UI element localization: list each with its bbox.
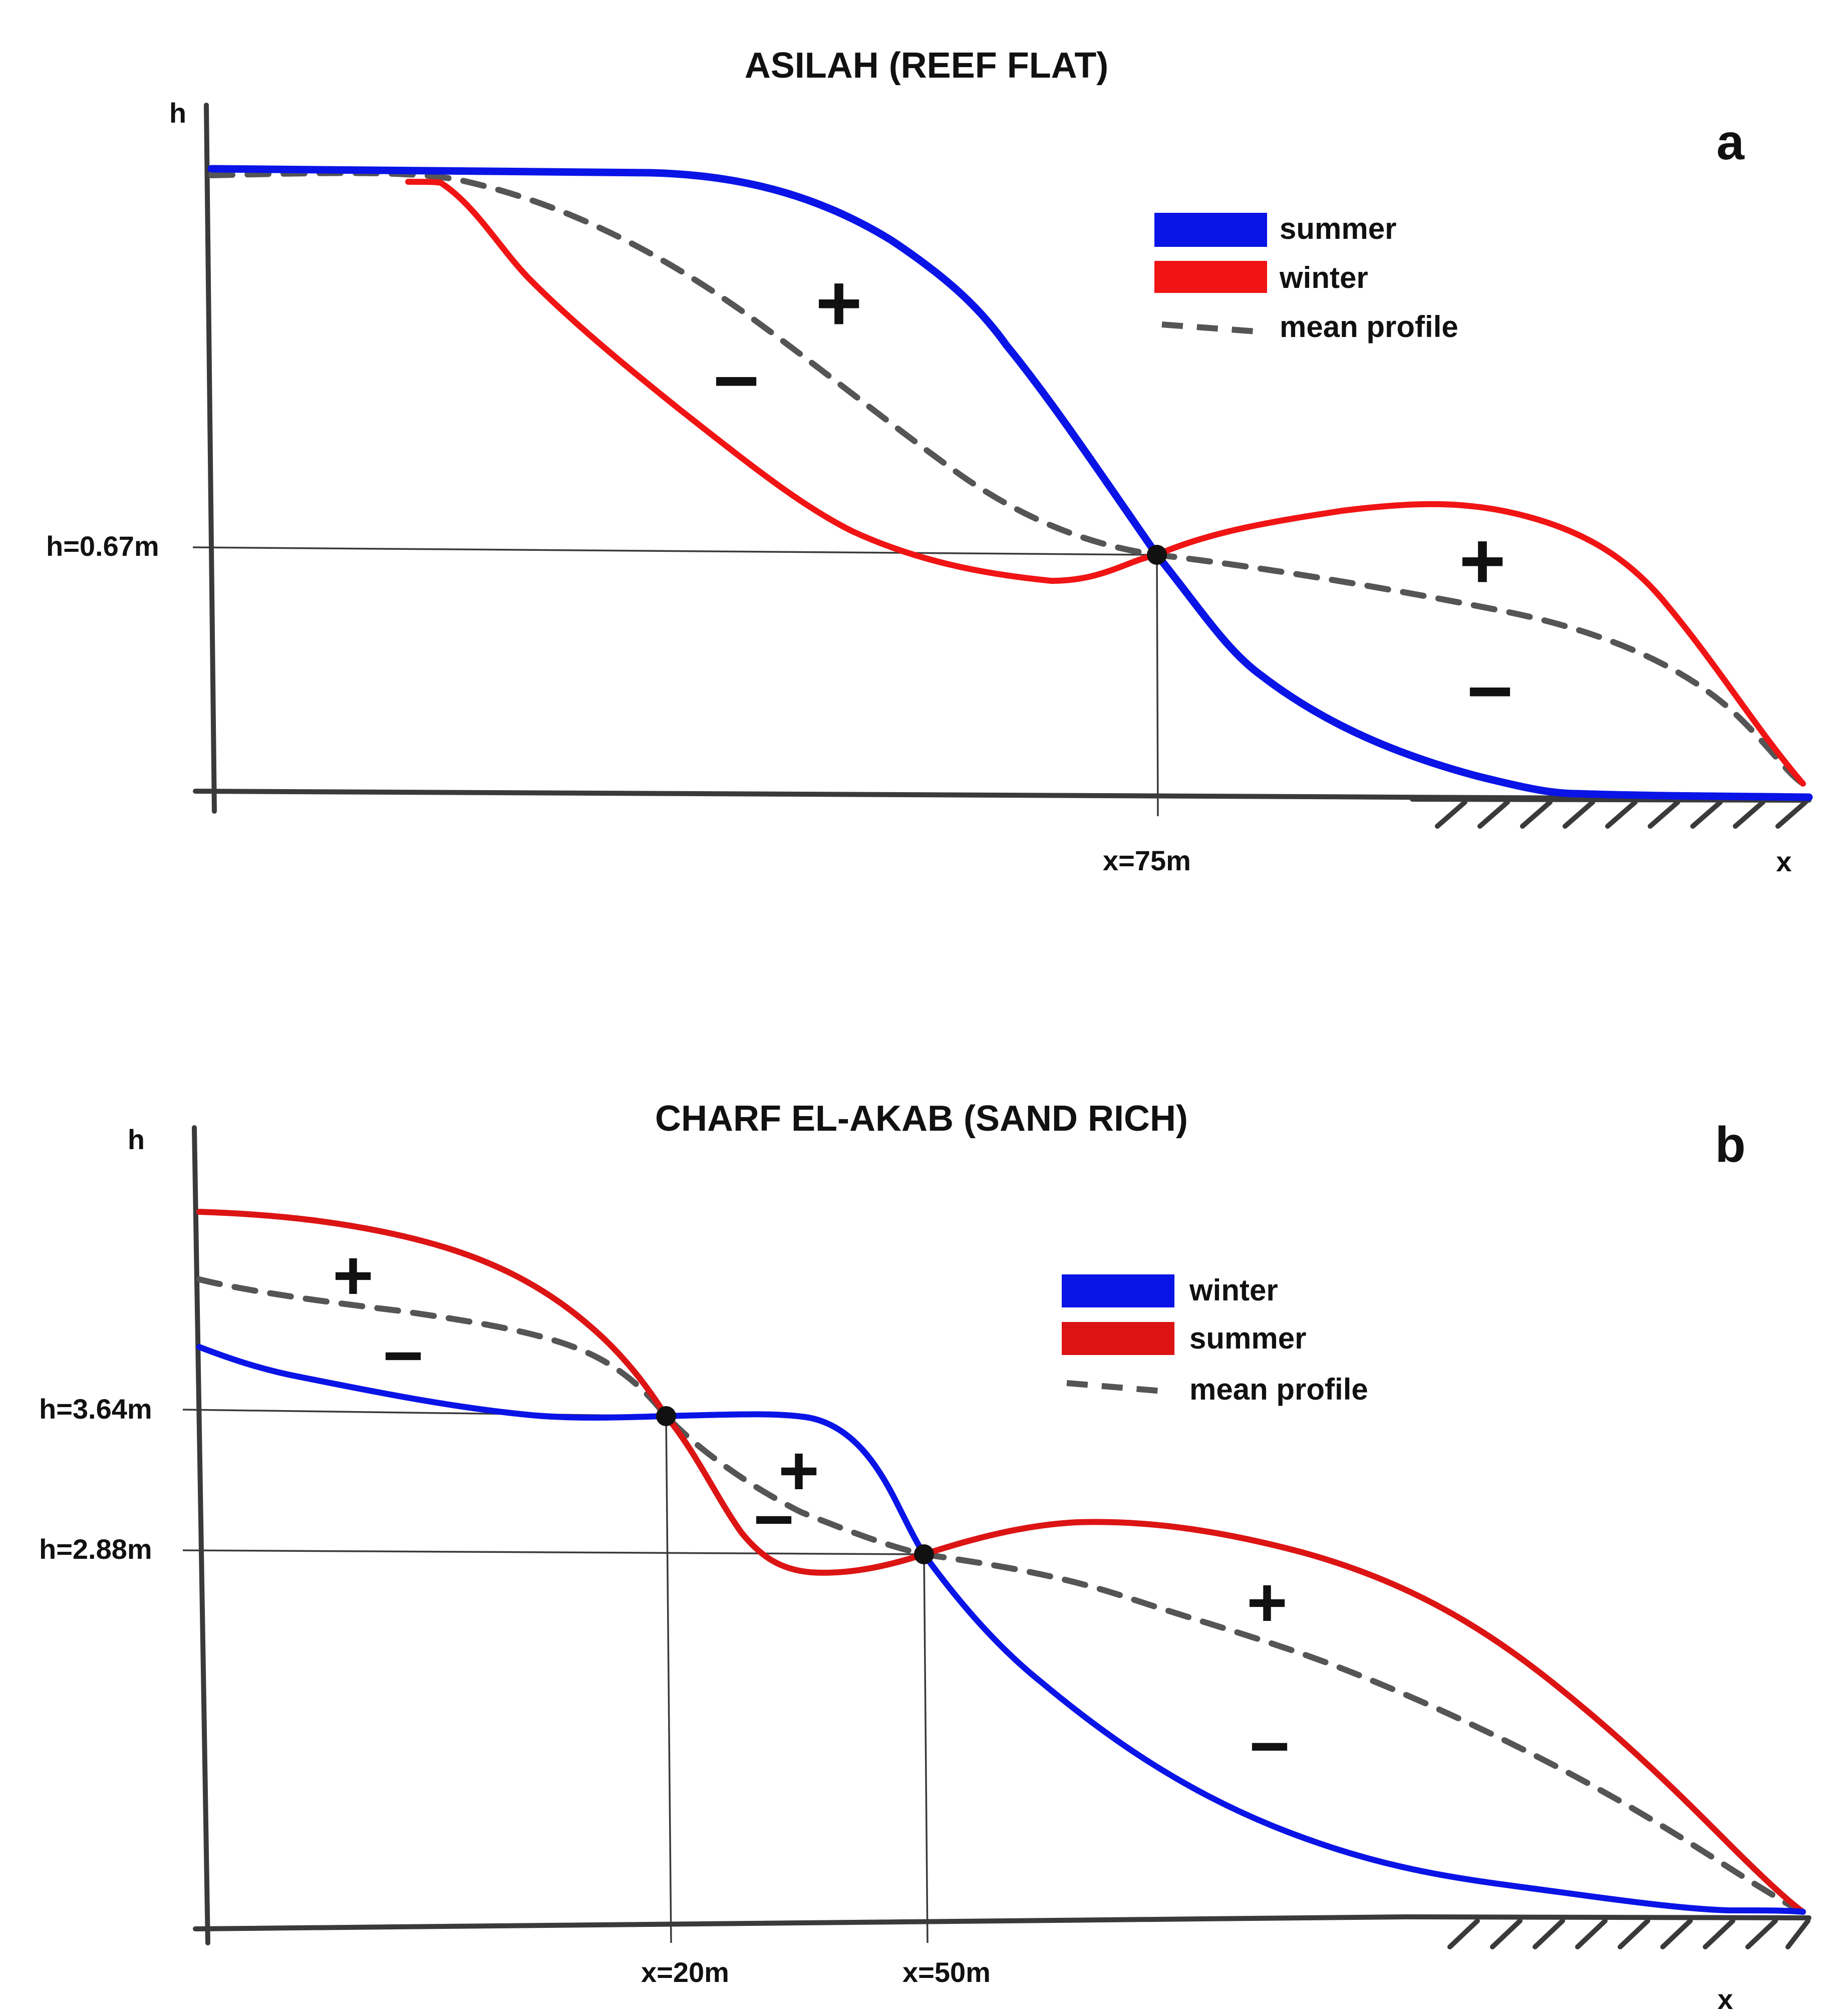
panel-a-legend-label-winter: winter <box>1279 261 1368 294</box>
panel-a-h-marker: h=0.67m <box>46 530 159 562</box>
panel-a-label: a <box>1716 114 1745 170</box>
panel-b-mean-profile-curve <box>196 1276 1806 1915</box>
panel-a-sign-summer-loss: − <box>1466 646 1513 736</box>
panel-b-x-axis-label: x <box>1717 1983 1733 2015</box>
panel-a-mean-profile-curve <box>208 170 1806 787</box>
panel-b-h-marker-upper: h=3.64m <box>39 1393 152 1425</box>
panel-b-legend-swatch-mean-profile <box>1066 1380 1162 1394</box>
panel-a-x-reference-line <box>1156 554 1159 817</box>
panel-a-x-axis-label: x <box>1776 846 1791 877</box>
panel-b-legend-swatch-summer <box>1062 1322 1174 1355</box>
panel-b-x-axis <box>193 1914 1811 1931</box>
panel-b-h-marker-lower: h=2.88m <box>39 1533 152 1565</box>
panel-a-intersection-point <box>1147 545 1167 565</box>
panel-b-intersection-point-left <box>656 1406 676 1426</box>
panel-b: CHARF EL-AKAB (SAND RICH) b h x h=3.64m … <box>39 1099 1811 2015</box>
panel-b-legend-label-winter: winter <box>1189 1273 1278 1307</box>
panel-a-legend-label-summer: summer <box>1280 212 1396 245</box>
panel-b-seabed-hatching <box>1447 1918 1810 1949</box>
panel-a-winter-curve <box>405 179 1806 787</box>
panel-b-x-reference-line-left <box>665 1416 672 1943</box>
panel-b-legend-label-summer: summer <box>1189 1321 1306 1355</box>
panel-a: ASILAH (REEF FLAT) a h x h=0.67m x=75m <box>46 46 1813 877</box>
panel-b-x-reference-line-right <box>923 1554 929 1943</box>
panel-b-x-marker-right: x=50m <box>902 1956 991 1988</box>
panel-b-signs: + − + − + − <box>333 1236 1290 1785</box>
panel-a-sign-summer-gain: + <box>815 258 862 348</box>
panel-b-sign-winter-loss-upper: − <box>383 1316 424 1395</box>
panel-b-winter-curve <box>196 1344 1806 1915</box>
panel-a-title: ASILAH (REEF FLAT) <box>745 46 1109 86</box>
panel-a-seabed-hatching <box>1410 797 1811 829</box>
panel-b-legend-label-mean-profile: mean profile <box>1189 1373 1368 1406</box>
panel-b-sign-winter-gain-middle: + <box>778 1431 819 1510</box>
panel-a-sign-winter-loss: − <box>713 335 759 425</box>
panel-a-y-axis <box>204 103 217 814</box>
panel-b-intersection-point-right <box>914 1544 934 1564</box>
panel-b-legend: winter summer mean profile <box>1062 1273 1368 1406</box>
panel-b-label: b <box>1715 1117 1745 1173</box>
panel-b-sign-summer-gain-lower: + <box>1247 1563 1288 1641</box>
panel-b-y-axis-label: h <box>128 1124 145 1155</box>
panel-a-legend-label-mean-profile: mean profile <box>1280 310 1458 344</box>
panel-b-sign-summer-gain-upper: + <box>333 1236 374 1314</box>
panel-a-x-marker: x=75m <box>1103 845 1191 876</box>
panel-a-legend-swatch-mean-profile <box>1161 321 1258 334</box>
panel-b-y-axis <box>192 1125 210 1945</box>
panel-b-summer-curve <box>196 1209 1806 1915</box>
panel-a-h-reference-line <box>192 546 1157 556</box>
panel-b-x-marker-left: x=20m <box>641 1956 729 1988</box>
panel-b-legend-swatch-winter <box>1062 1274 1174 1307</box>
panel-b-title: CHARF EL-AKAB (SAND RICH) <box>655 1099 1188 1139</box>
panel-b-sign-winter-loss-lower: − <box>1249 1707 1290 1785</box>
panel-a-y-axis-label: h <box>169 97 186 129</box>
panel-a-legend: summer winter mean profile <box>1154 212 1458 344</box>
panel-a-summer-curve <box>207 165 1813 801</box>
panel-a-sign-winter-gain: + <box>1459 516 1505 605</box>
panel-b-h-reference-line-lower <box>182 1549 925 1555</box>
panel-a-legend-swatch-summer <box>1154 213 1267 247</box>
panel-a-signs: + − + − <box>713 258 1513 736</box>
panel-b-sign-summer-loss-middle: − <box>753 1480 794 1558</box>
panel-a-legend-swatch-winter <box>1154 261 1267 293</box>
